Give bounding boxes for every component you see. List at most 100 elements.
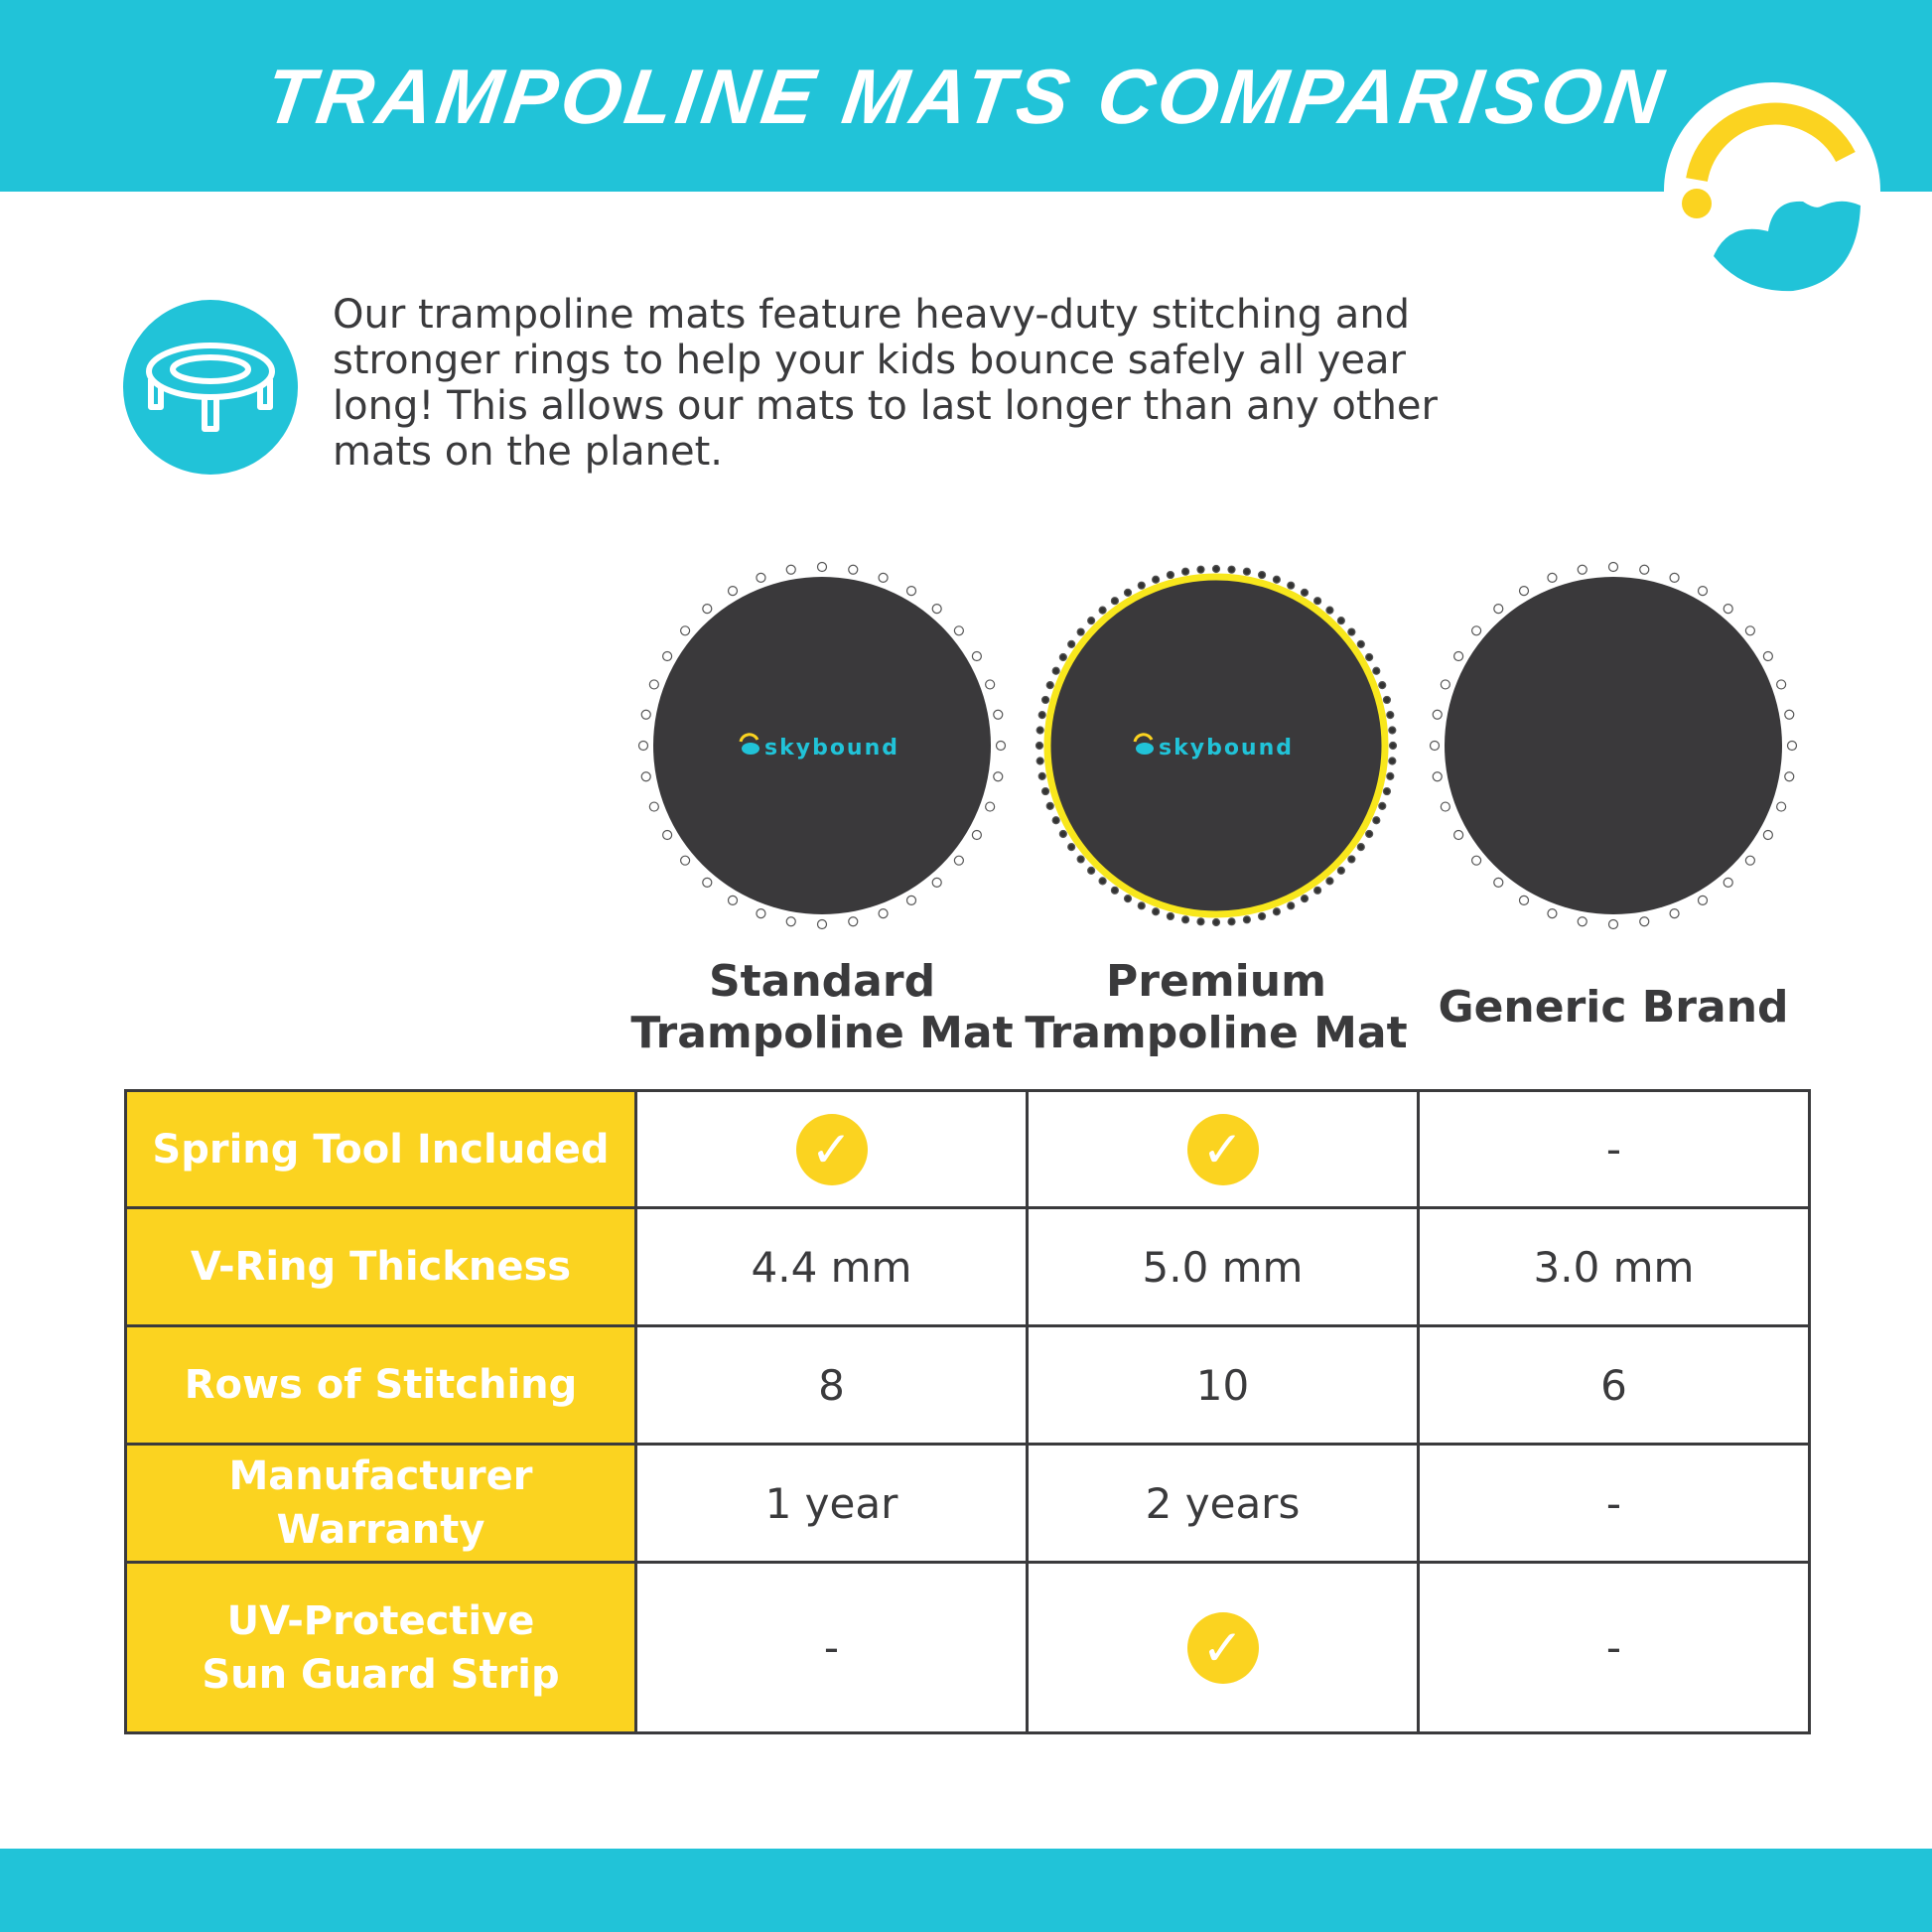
spring-mark — [1067, 639, 1076, 649]
product-label-generic: Generic Brand — [1405, 982, 1822, 1034]
spring-mark — [1312, 597, 1322, 606]
spring-mark — [662, 829, 673, 841]
spring-mark — [702, 604, 713, 615]
spring-mark — [1388, 757, 1397, 765]
spring-mark — [1493, 604, 1504, 615]
generic-mat-image — [1429, 561, 1798, 930]
spring-mark — [1272, 575, 1281, 584]
spring-mark — [1547, 908, 1558, 919]
spring-mark — [1356, 639, 1365, 649]
spring-mark — [1035, 741, 1044, 751]
checkmark-icon: ✓ — [1186, 1113, 1259, 1185]
spring-mark — [1227, 917, 1236, 926]
spring-mark — [727, 895, 739, 905]
spring-mark — [1098, 877, 1107, 886]
footer-band — [0, 1849, 1932, 1932]
spring-mark — [1432, 771, 1443, 782]
spring-mark — [1669, 908, 1680, 919]
spring-mark — [1723, 877, 1733, 888]
product-label-premium: Premium Trampoline Mat — [1008, 956, 1425, 1059]
spring-mark — [1378, 681, 1387, 690]
spring-mark — [1287, 901, 1296, 910]
spring-mark — [637, 740, 649, 752]
spring-mark — [1045, 801, 1054, 810]
spring-mark — [1440, 679, 1450, 690]
table-cell: 8 — [634, 1324, 1029, 1446]
spring-mark — [1784, 771, 1795, 782]
spring-mark — [1518, 895, 1530, 905]
spring-mark — [702, 877, 713, 888]
spring-mark — [1242, 567, 1252, 576]
spring-mark — [1087, 617, 1096, 625]
label-line: Trampoline Mat — [1025, 1008, 1408, 1058]
spring-mark — [1786, 740, 1798, 752]
spring-mark — [1440, 801, 1450, 812]
spring-mark — [1776, 679, 1787, 690]
spring-mark — [1607, 918, 1619, 930]
spring-mark — [816, 561, 828, 573]
spring-mark — [1639, 916, 1650, 927]
skybound-wordmark: skybound — [764, 736, 899, 760]
table-cell: 5.0 mm — [1026, 1206, 1420, 1327]
spring-mark — [1356, 842, 1365, 852]
spring-mark — [1386, 771, 1395, 781]
spring-mark — [1697, 895, 1709, 905]
spring-mark — [1272, 907, 1281, 916]
checkmark-icon: ✓ — [795, 1113, 868, 1185]
table-row: UV-Protective Sun Guard Strip - ✓ - — [124, 1561, 1811, 1734]
spring-mark — [931, 877, 942, 888]
spring-mark — [985, 679, 996, 690]
spring-mark — [1432, 709, 1443, 720]
spring-mark — [1035, 726, 1044, 735]
spring-mark — [1098, 606, 1107, 615]
spring-mark — [1152, 907, 1161, 916]
premium-mat-image: skybound — [1035, 564, 1398, 927]
table-cell: 3.0 mm — [1417, 1206, 1811, 1327]
label-line: Generic Brand — [1438, 982, 1789, 1033]
spring-mark — [1518, 586, 1530, 597]
table-row: Spring Tool Included ✓ ✓ - — [124, 1089, 1811, 1209]
spring-mark — [785, 564, 796, 575]
row-label: V-Ring Thickness — [124, 1206, 637, 1327]
spring-mark — [1577, 916, 1587, 927]
spring-mark — [1242, 915, 1252, 924]
table-row: V-Ring Thickness 4.4 mm 5.0 mm 3.0 mm — [124, 1206, 1811, 1327]
spring-mark — [1365, 829, 1374, 839]
skybound-wordmark: skybound — [1159, 736, 1294, 760]
spring-mark — [1123, 895, 1133, 903]
row-label: Spring Tool Included — [124, 1089, 637, 1209]
row-label: Rows of Stitching — [124, 1324, 637, 1446]
spring-mark — [680, 625, 691, 636]
spring-mark — [1257, 911, 1267, 921]
spring-mark — [1347, 855, 1356, 864]
spring-mark — [785, 916, 796, 927]
spring-mark — [1110, 886, 1120, 895]
spring-mark — [1152, 575, 1161, 584]
spring-mark — [1110, 597, 1120, 606]
table-cell: - — [1417, 1089, 1811, 1209]
table-cell: 10 — [1026, 1324, 1420, 1446]
spring-mark — [848, 916, 859, 927]
spring-mark — [848, 564, 859, 575]
spring-mark — [1388, 741, 1398, 751]
spring-mark — [1051, 666, 1060, 675]
table-row: Manufacturer Warranty 1 year 2 years - — [124, 1443, 1811, 1564]
spring-mark — [1378, 801, 1387, 810]
spring-mark — [1227, 565, 1236, 574]
spring-mark — [1325, 877, 1334, 886]
spring-mark — [1312, 886, 1322, 895]
spring-mark — [1051, 816, 1060, 825]
spring-mark — [1166, 911, 1175, 921]
spring-mark — [953, 625, 964, 636]
table-cell: ✓ — [1026, 1089, 1420, 1209]
spring-mark — [1076, 627, 1085, 636]
spring-mark — [1035, 757, 1044, 765]
spring-mark — [1762, 650, 1773, 662]
spring-mark — [1372, 666, 1381, 675]
page-title: TRAMPOLINE MATS COMPARISON — [260, 53, 1673, 140]
spring-mark — [1300, 895, 1310, 903]
spring-mark — [1669, 572, 1680, 583]
spring-mark — [680, 855, 691, 866]
table-cell: - — [634, 1561, 1029, 1734]
table-cell: 6 — [1417, 1324, 1811, 1446]
